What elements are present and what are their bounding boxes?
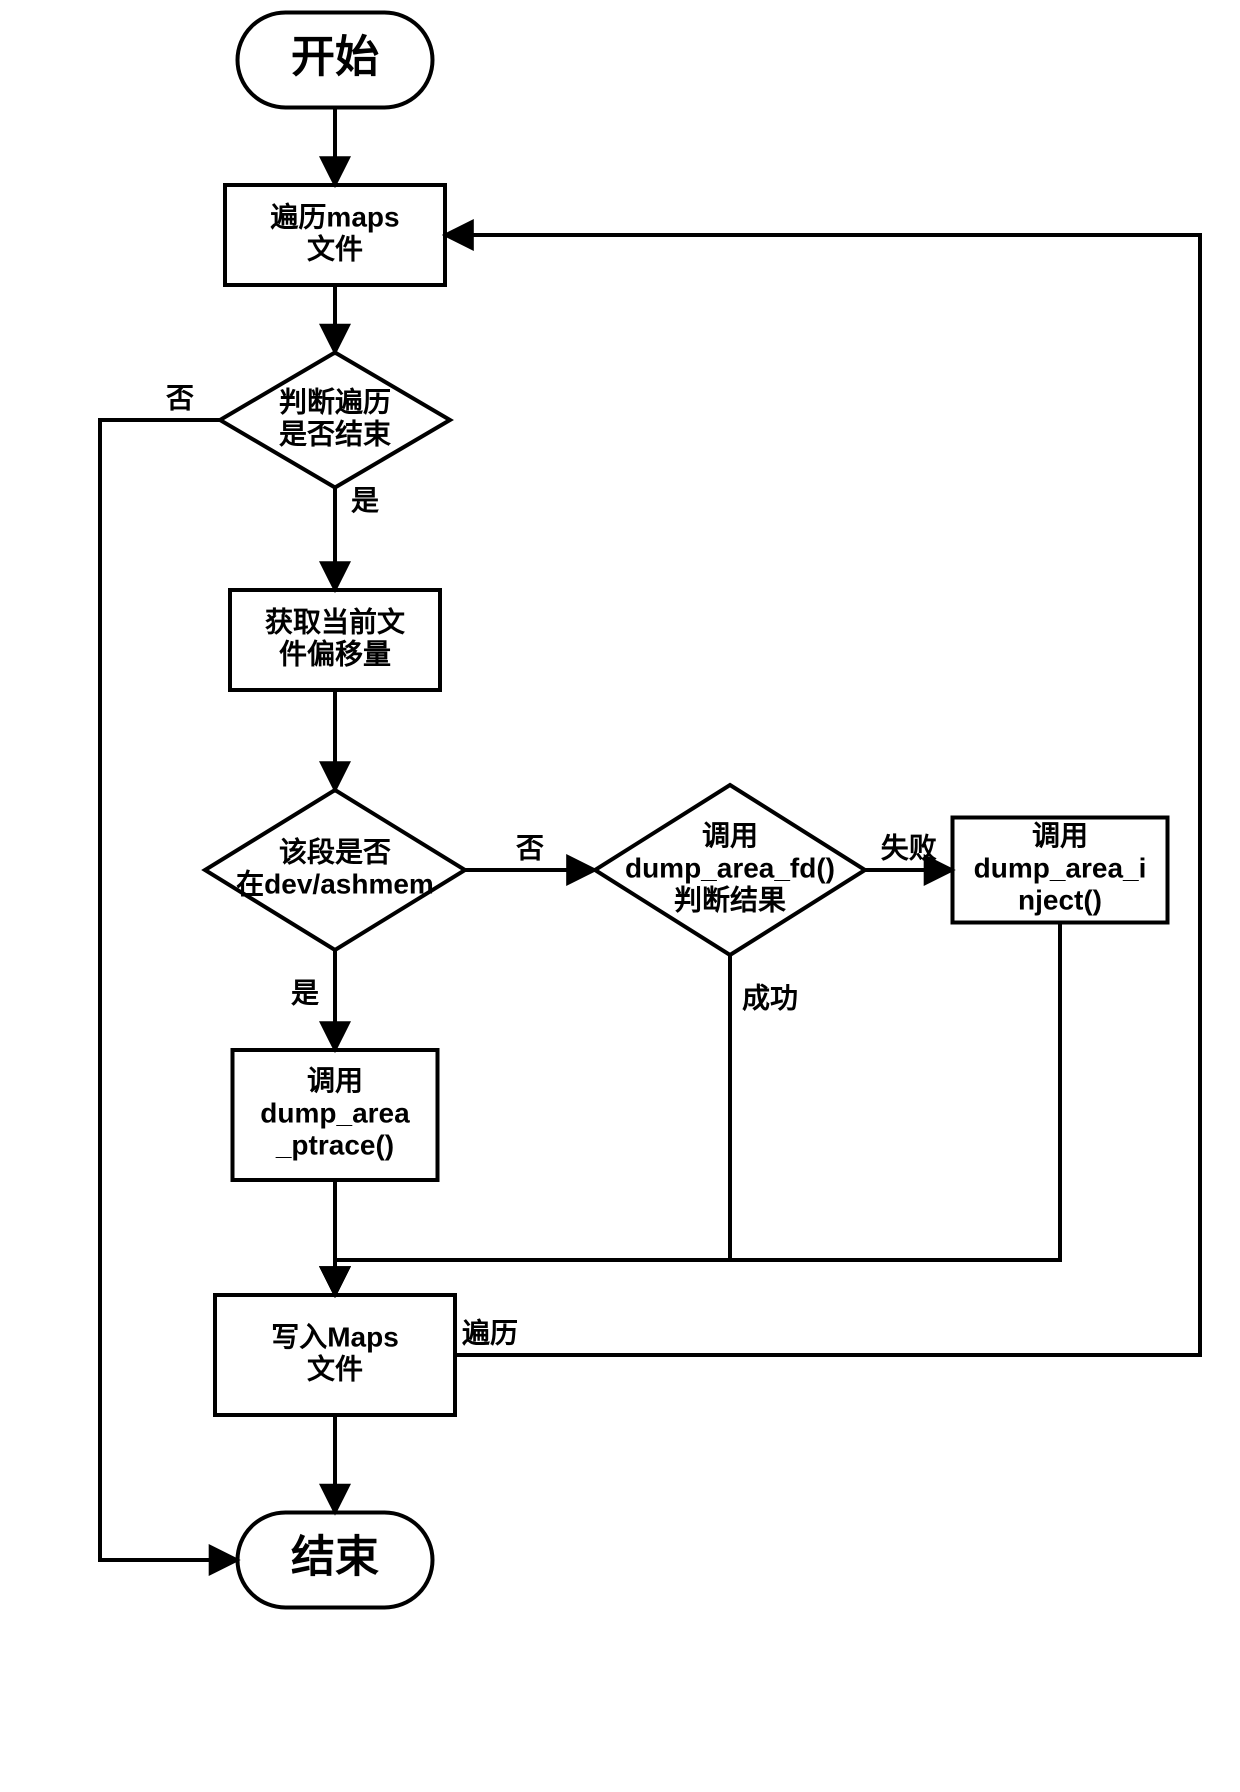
node-write: 写入Maps文件: [215, 1295, 455, 1415]
svg-text:遍历maps: 遍历maps: [270, 201, 399, 232]
svg-text:调用: 调用: [307, 1065, 363, 1096]
svg-text:nject(): nject(): [1018, 885, 1102, 916]
node-d_ashmem: 该段是否在dev/ashmem: [205, 790, 465, 950]
edge-inject-write: [335, 923, 1060, 1296]
edge-label: 否: [166, 382, 194, 413]
svg-text:dump_area_fd(): dump_area_fd(): [625, 852, 835, 883]
node-traverse: 遍历maps文件: [225, 185, 445, 285]
edge-label: 遍历: [462, 1317, 518, 1348]
svg-text:dump_area: dump_area: [260, 1097, 410, 1128]
node-d_fd: 调用dump_area_fd()判断结果: [595, 785, 865, 955]
svg-text:获取当前文: 获取当前文: [265, 605, 405, 637]
svg-text:调用: 调用: [1032, 820, 1088, 851]
edge-write-traverse: [445, 235, 1200, 1355]
svg-text:判断结果: 判断结果: [674, 884, 786, 916]
svg-text:是否结束: 是否结束: [279, 418, 391, 449]
svg-text:写入Maps: 写入Maps: [271, 1321, 399, 1352]
node-ptrace: 调用dump_area_ptrace(): [233, 1050, 438, 1180]
edge-label: 是: [291, 977, 319, 1008]
svg-text:结束: 结束: [291, 1533, 379, 1582]
flowchart-canvas: 开始遍历maps文件判断遍历是否结束获取当前文件偏移量该段是否在dev/ashm…: [0, 0, 1240, 1792]
node-inject: 调用dump_area_inject(): [953, 818, 1168, 923]
svg-text:该段是否: 该段是否: [279, 835, 391, 867]
node-start: 开始: [238, 13, 433, 108]
edge-label: 否: [516, 832, 544, 863]
svg-text:件偏移量: 件偏移量: [279, 638, 391, 669]
svg-text:判断遍历: 判断遍历: [279, 385, 391, 417]
svg-text:调用: 调用: [702, 820, 758, 851]
svg-text:文件: 文件: [307, 1352, 363, 1384]
edge-label: 成功: [742, 982, 798, 1013]
svg-text:文件: 文件: [307, 232, 363, 264]
svg-text:_ptrace(): _ptrace(): [275, 1130, 394, 1161]
node-offset: 获取当前文件偏移量: [230, 590, 440, 690]
node-d_end: 判断遍历是否结束: [220, 353, 450, 488]
svg-text:开始: 开始: [291, 33, 379, 82]
node-end: 结束: [238, 1513, 433, 1608]
edge-label: 是: [351, 485, 379, 516]
svg-text:在dev/ashmem: 在dev/ashmem: [236, 868, 434, 899]
edge-label: 失败: [881, 832, 937, 863]
svg-text:dump_area_i: dump_area_i: [974, 852, 1147, 883]
